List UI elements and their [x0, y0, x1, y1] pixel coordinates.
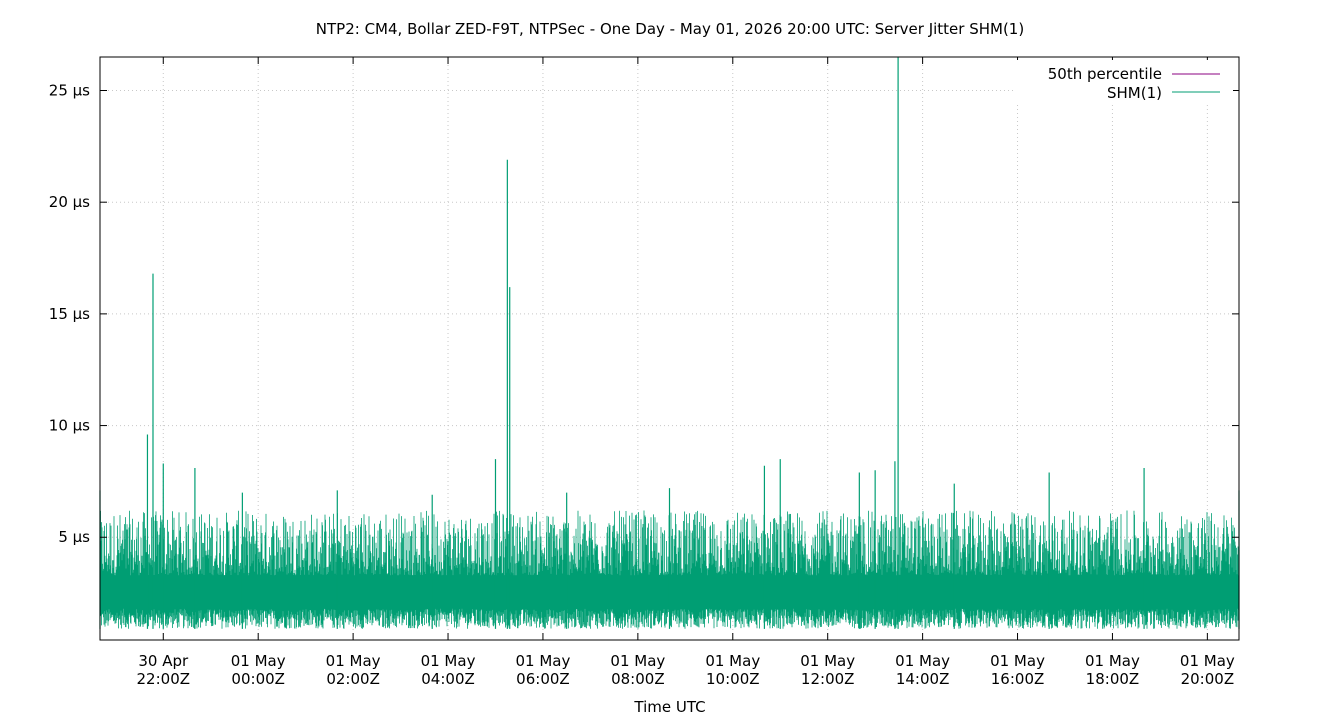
- y-tick-label: 15 µs: [49, 305, 90, 323]
- x-tick-label-time: 08:00Z: [611, 670, 665, 688]
- y-tick-label: 20 µs: [49, 193, 90, 211]
- x-tick-label-date: 01 May: [705, 652, 760, 670]
- x-tick-label-time: 16:00Z: [991, 670, 1045, 688]
- x-tick-label-date: 01 May: [1085, 652, 1140, 670]
- legend-label-shm1: SHM(1): [1107, 84, 1162, 102]
- x-tick-label-time: 02:00Z: [326, 670, 380, 688]
- x-tick-label-time: 04:00Z: [421, 670, 475, 688]
- x-tick-label-time: 22:00Z: [137, 670, 191, 688]
- x-tick-label-date: 30 Apr: [138, 652, 189, 670]
- x-tick-label-date: 01 May: [990, 652, 1045, 670]
- x-tick-label-date: 01 May: [326, 652, 381, 670]
- x-tick-label-time: 20:00Z: [1181, 670, 1235, 688]
- y-tick-label: 5 µs: [58, 528, 90, 546]
- x-tick-label-time: 14:00Z: [896, 670, 950, 688]
- x-tick-label-date: 01 May: [800, 652, 855, 670]
- series-shm1-peaks: [99, 57, 1240, 629]
- legend: 50th percentile SHM(1): [1015, 60, 1233, 104]
- x-tick-label-date: 01 May: [516, 652, 571, 670]
- x-tick-label-date: 01 May: [1180, 652, 1235, 670]
- x-tick-label-time: 06:00Z: [516, 670, 570, 688]
- x-tick-label-time: 18:00Z: [1086, 670, 1140, 688]
- legend-background: [1015, 60, 1233, 104]
- y-tick-label: 10 µs: [49, 417, 90, 435]
- x-axis-label: Time UTC: [633, 698, 705, 716]
- x-tick-label-time: 00:00Z: [231, 670, 285, 688]
- x-tick-label-date: 01 May: [421, 652, 476, 670]
- legend-label-50th-percentile: 50th percentile: [1048, 65, 1162, 83]
- x-tick-label-time: 12:00Z: [801, 670, 855, 688]
- x-tick-label-date: 01 May: [231, 652, 286, 670]
- x-tick-label-time: 10:00Z: [706, 670, 760, 688]
- chart-title: NTP2: CM4, Bollar ZED-F9T, NTPSec - One …: [316, 20, 1024, 38]
- y-tick-label: 25 µs: [49, 82, 90, 100]
- x-tick-label-date: 01 May: [610, 652, 665, 670]
- plot-frame: [99, 56, 1240, 641]
- plot-area: [99, 57, 1240, 629]
- x-tick-label-date: 01 May: [895, 652, 950, 670]
